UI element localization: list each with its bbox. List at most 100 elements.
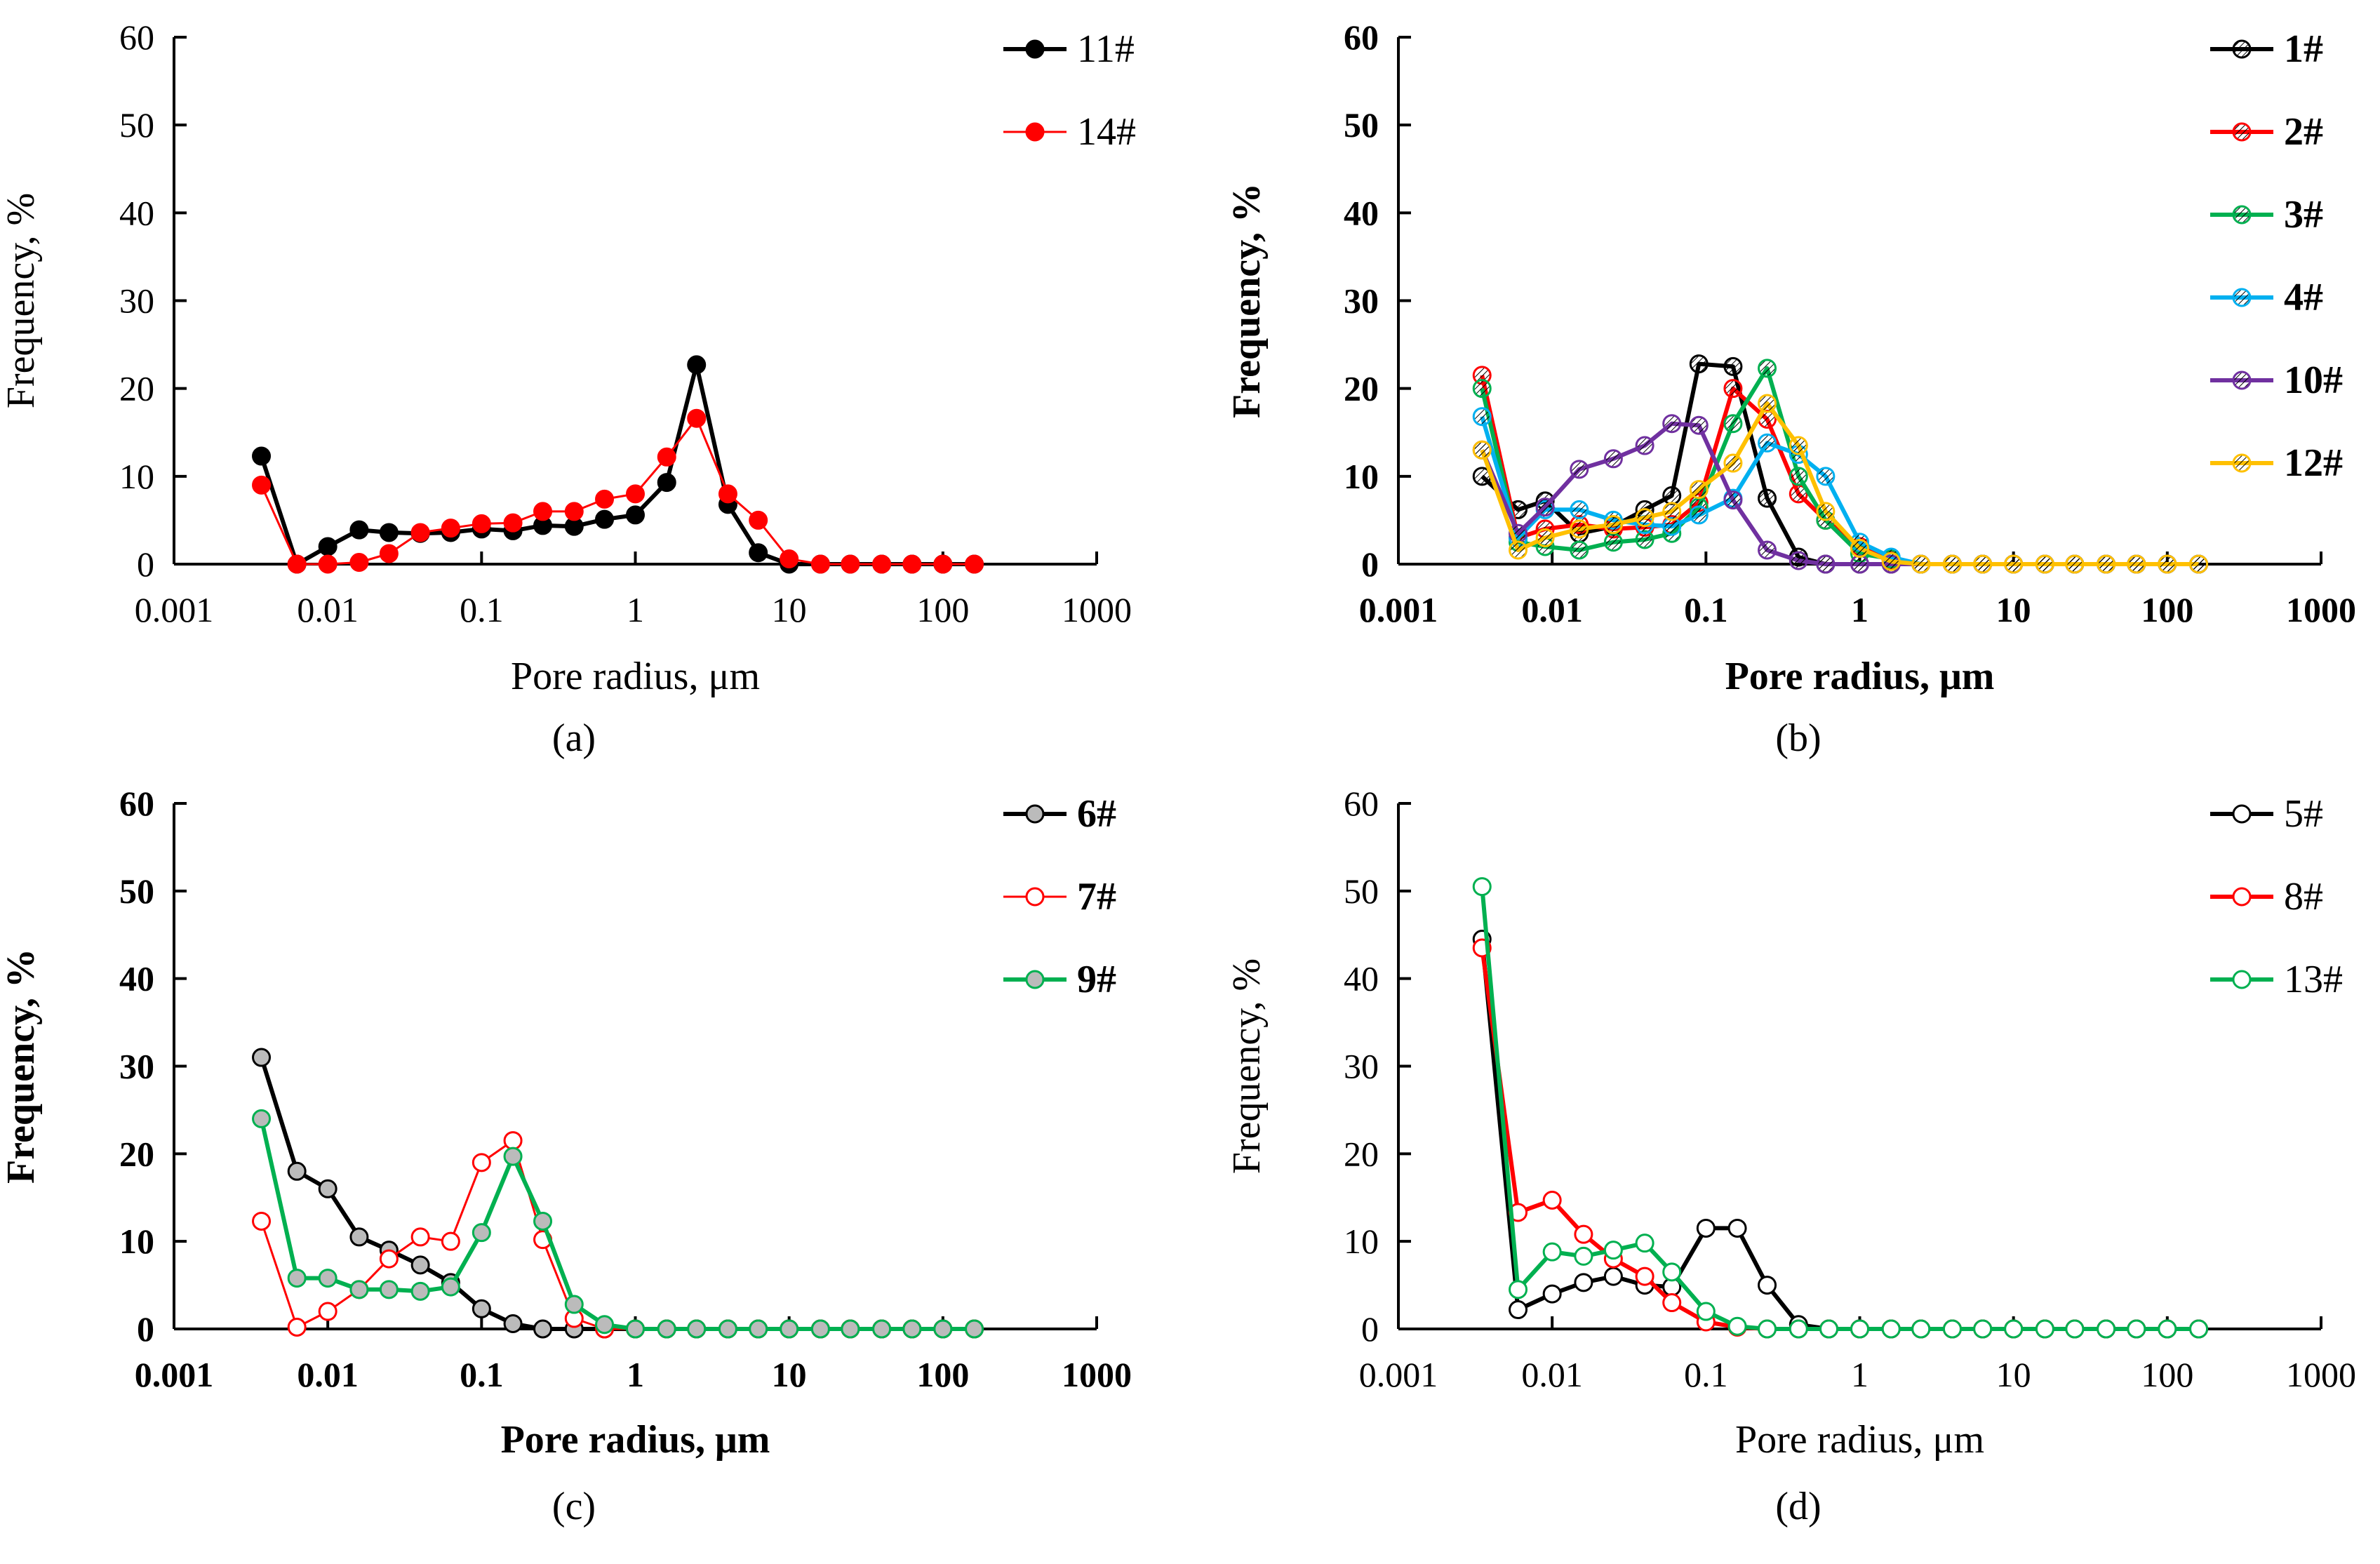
panel-d: 0 10 20 30 40 50 60 0.001 0.01 0.1 1 10 100 1000 Pore … <box>1225 784 2356 1528</box>
x-tick-label: 100 <box>2141 590 2193 629</box>
x-tick-label: 100 <box>2141 1355 2193 1394</box>
legend-entry-2#: 2# <box>2210 110 2323 154</box>
series-11# <box>252 355 984 574</box>
x-tick-label: 1 <box>1851 590 1868 629</box>
data-point <box>1635 508 1654 528</box>
data-point <box>1911 554 1931 574</box>
data-point <box>1819 1319 1839 1339</box>
data-point <box>657 473 676 493</box>
series-line-5# <box>1480 939 2199 1331</box>
data-point <box>1973 1319 1993 1339</box>
data-point <box>472 1223 491 1243</box>
data-point <box>872 1319 892 1339</box>
data-point <box>1570 500 1589 519</box>
data-point <box>749 510 768 530</box>
data-point <box>1542 1190 1562 1210</box>
y-axis-title: Frequency, % <box>1225 958 1269 1174</box>
data-point <box>2158 1319 2177 1339</box>
data-point <box>2189 1319 2209 1339</box>
data-point <box>1570 460 1589 479</box>
data-point <box>1816 502 1836 521</box>
data-point <box>441 1277 460 1297</box>
data-point <box>1542 1284 1562 1304</box>
legend-label: 2# <box>2284 110 2323 154</box>
data-point <box>2127 1319 2146 1339</box>
data-point <box>472 514 491 533</box>
data-point <box>252 475 272 495</box>
data-point <box>503 513 523 533</box>
legend-label: 1# <box>2284 27 2323 71</box>
data-point <box>503 1147 523 1166</box>
panel-b: 0 10 20 30 40 50 60 0.001 0.01 0.1 1 10 100 1000 Pore … <box>1225 18 2356 760</box>
legend-entry-3#: 3# <box>2210 193 2323 236</box>
data-point <box>749 543 768 563</box>
data-point <box>1723 490 1743 510</box>
data-point <box>410 1255 430 1275</box>
data-point <box>1727 1316 1747 1336</box>
legend-entry-13#: 13# <box>2210 958 2343 1001</box>
legend-label: 10# <box>2284 359 2343 402</box>
data-point <box>1696 1302 1716 1321</box>
x-tick-label: 10 <box>1996 1355 2031 1394</box>
legend-marker <box>2232 970 2252 989</box>
data-point <box>533 1211 553 1231</box>
data-point <box>1723 356 1743 376</box>
series-9# <box>252 1109 984 1339</box>
data-point <box>1509 540 1528 560</box>
legend-marker <box>2232 804 2252 824</box>
data-point <box>1758 394 1777 413</box>
data-point <box>2158 554 2177 574</box>
data-point <box>472 1153 491 1172</box>
y-axis-title: Frequency, % <box>0 949 43 1184</box>
y-axis-title: Frequency, % <box>1225 183 1269 418</box>
panel-label: (b) <box>1775 716 1821 760</box>
series-line-10# <box>1480 421 2199 566</box>
x-tick-label: 0.1 <box>1684 590 1728 629</box>
data-point <box>1850 538 1869 558</box>
data-point <box>810 1319 830 1339</box>
data-point <box>410 1281 430 1301</box>
legend-marker <box>2232 205 2252 225</box>
legend-marker <box>1025 804 1045 824</box>
y-tick-label: 10 <box>1344 1222 1379 1261</box>
data-point <box>1758 433 1777 453</box>
legend-marker <box>2232 887 2252 907</box>
y-tick-label: 0 <box>137 1309 154 1349</box>
series-13# <box>1472 877 2209 1339</box>
data-point <box>2189 554 2209 574</box>
y-tick-label: 60 <box>119 784 154 823</box>
data-point <box>1472 877 1492 897</box>
data-point <box>1635 1266 1654 1286</box>
data-point <box>1509 1300 1528 1320</box>
data-point <box>1789 436 1808 455</box>
x-tick-label: 1 <box>627 590 644 629</box>
data-point <box>1696 1218 1716 1238</box>
x-tick-label: 0.01 <box>1521 590 1583 629</box>
y-tick-label: 60 <box>1344 784 1379 823</box>
data-point <box>1542 1242 1562 1262</box>
series-line-8# <box>1480 947 2199 1331</box>
data-point <box>441 519 460 538</box>
data-point <box>349 552 369 572</box>
x-tick-label: 1000 <box>2286 1355 2356 1394</box>
panel-a: 0 10 20 30 40 50 60 0.001 0.01 0.1 1 10 100 1000 Pore … <box>0 18 1136 760</box>
panel-c: 0 10 20 30 40 50 60 0.001 0.01 0.1 1 10 100 1000 Pore … <box>0 784 1132 1528</box>
y-tick-label: 50 <box>1344 871 1379 911</box>
data-point <box>1603 1241 1623 1260</box>
data-point <box>1662 486 1682 505</box>
data-point <box>379 544 399 563</box>
data-point <box>1816 467 1836 486</box>
x-tick-label: 100 <box>916 590 969 629</box>
y-tick-label: 10 <box>1344 457 1379 496</box>
data-point <box>933 554 953 574</box>
data-point <box>1942 1319 1962 1339</box>
data-point <box>1603 515 1623 535</box>
data-point <box>1662 1262 1682 1282</box>
data-point <box>1472 407 1492 427</box>
legend-marker <box>1025 887 1045 907</box>
y-tick-label: 50 <box>119 871 154 911</box>
data-point <box>657 1319 676 1339</box>
series-14# <box>252 408 984 574</box>
data-point <box>1662 414 1682 434</box>
y-tick-label: 60 <box>1344 18 1379 57</box>
